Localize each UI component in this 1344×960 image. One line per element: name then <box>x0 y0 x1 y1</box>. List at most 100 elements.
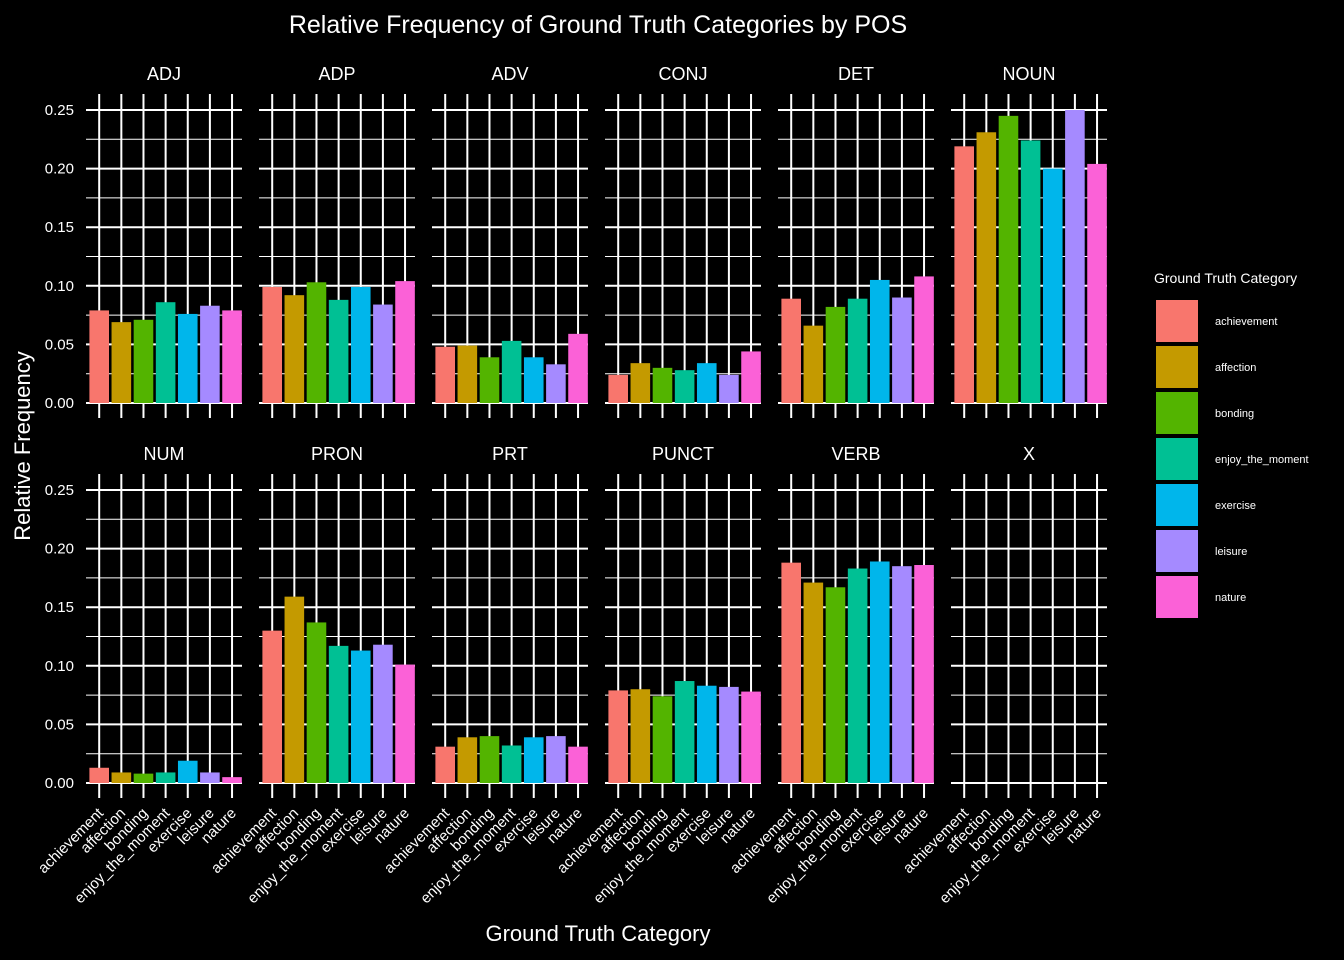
bar-conj-bonding <box>652 367 673 403</box>
bar-num-enjoy_the_moment <box>155 772 176 783</box>
y-tick-label: 0.25 <box>45 102 74 119</box>
bar-adj-nature <box>222 310 242 403</box>
bar-punct-nature <box>741 691 761 783</box>
y-tick-label: 0.10 <box>45 658 74 675</box>
bar-det-affection <box>803 325 824 403</box>
bar-verb-bonding <box>825 587 846 783</box>
chart-title: Relative Frequency of Ground Truth Categ… <box>289 11 907 39</box>
bar-det-bonding <box>825 306 846 403</box>
bar-adv-enjoy_the_moment <box>501 340 522 403</box>
legend-label-bonding: bonding <box>1215 408 1254 420</box>
bar-noun-achievement <box>954 146 974 403</box>
legend-key-bonding <box>1156 392 1198 434</box>
bar-adv-achievement <box>435 346 455 403</box>
bar-punct-leisure <box>719 686 739 783</box>
legend-label-enjoy_the_moment: enjoy_the_moment <box>1215 454 1309 466</box>
bar-conj-enjoy_the_moment <box>674 370 695 403</box>
bar-adv-bonding <box>479 357 500 403</box>
legend-key-achievement <box>1156 300 1198 342</box>
y-tick-label: 0.00 <box>45 775 74 792</box>
bar-pron-bonding <box>306 622 327 783</box>
facet-panel-det: DET <box>778 64 934 418</box>
bar-punct-achievement <box>608 690 628 783</box>
legend-title: Ground Truth Category <box>1154 270 1297 286</box>
bar-pron-affection <box>284 596 305 783</box>
bar-det-exercise <box>869 279 890 403</box>
bar-adv-leisure <box>546 364 566 403</box>
bar-adj-achievement <box>89 310 109 403</box>
facet-panel-punct: PUNCTachievementaffectionbondingenjoy_th… <box>554 444 761 907</box>
facet-label: DET <box>838 64 874 84</box>
bar-num-nature <box>222 777 242 783</box>
bar-noun-exercise <box>1042 168 1063 403</box>
bar-conj-affection <box>630 363 651 403</box>
y-tick-label: 0.00 <box>45 395 74 412</box>
legend-key-exercise <box>1156 484 1198 526</box>
bar-noun-leisure <box>1065 110 1085 403</box>
bar-det-nature <box>914 276 934 403</box>
bar-noun-bonding <box>998 115 1019 404</box>
facet-label: VERB <box>831 444 880 464</box>
y-tick-label: 0.25 <box>45 482 74 499</box>
facet-panel-adv: ADV <box>432 64 588 418</box>
bar-noun-affection <box>976 132 997 403</box>
facet-label: ADV <box>491 64 528 84</box>
legend-label-nature: nature <box>1215 592 1246 604</box>
bar-verb-affection <box>803 582 824 783</box>
x-axis-title: Ground Truth Category <box>485 921 710 946</box>
bar-det-enjoy_the_moment <box>847 298 868 403</box>
bar-adj-affection <box>111 322 132 403</box>
legend-key-leisure <box>1156 530 1198 572</box>
facet-label: PUNCT <box>652 444 714 464</box>
bar-verb-enjoy_the_moment <box>847 568 868 783</box>
bar-prt-exercise <box>523 737 544 783</box>
bar-conj-leisure <box>719 374 739 403</box>
bar-prt-leisure <box>546 736 566 783</box>
bar-conj-nature <box>741 351 761 403</box>
bar-conj-achievement <box>608 374 628 403</box>
legend-key-enjoy_the_moment <box>1156 438 1198 480</box>
y-tick-label: 0.05 <box>45 336 74 353</box>
bar-adv-affection <box>457 345 478 403</box>
y-tick-label: 0.15 <box>45 599 74 616</box>
y-tick-label: 0.10 <box>45 278 74 295</box>
bar-adp-affection <box>284 295 305 403</box>
bar-pron-achievement <box>262 630 282 783</box>
bar-adp-leisure <box>373 304 393 403</box>
facet-label: CONJ <box>659 64 708 84</box>
bar-pron-exercise <box>350 650 371 783</box>
bar-adp-exercise <box>350 286 371 403</box>
facet-panel-adj: ADJ 0.00 0.05 0.10 0.15 0.20 0.25 <box>45 64 242 418</box>
facet-label: PRON <box>311 444 363 464</box>
facet-label: NUM <box>144 444 185 464</box>
facet-panel-pron: PRONachievementaffectionbondingenjoy_the… <box>208 444 415 907</box>
bar-adv-exercise <box>523 357 544 403</box>
bar-prt-nature <box>568 746 588 783</box>
bar-pron-leisure <box>373 644 393 783</box>
bar-num-affection <box>111 772 132 783</box>
legend-label-affection: affection <box>1215 362 1256 374</box>
y-tick-label: 0.15 <box>45 219 74 236</box>
facet-label: PRT <box>492 444 528 464</box>
facet-panel-adp: ADP <box>259 64 415 418</box>
bar-num-leisure <box>200 772 220 783</box>
bar-adp-enjoy_the_moment <box>328 299 349 403</box>
bar-adv-nature <box>568 333 588 403</box>
bar-adj-exercise <box>177 313 198 403</box>
facet-panel-num: NUM0.000.050.100.150.200.25achievementaf… <box>35 444 242 907</box>
legend-key-affection <box>1156 346 1198 388</box>
legend: Ground Truth Category achievement affecti… <box>1154 270 1309 618</box>
y-axis-title: Relative Frequency <box>10 351 35 541</box>
bar-num-bonding <box>133 773 154 783</box>
bar-prt-affection <box>457 737 478 783</box>
bar-verb-achievement <box>781 562 801 783</box>
facet-panels: ADJ 0.00 0.05 0.10 0.15 0.20 0.25 ADP ADV CONJ DET… <box>35 64 1107 907</box>
bar-pron-nature <box>395 664 415 783</box>
bar-noun-nature <box>1087 163 1107 403</box>
y-tick-label: 0.20 <box>45 541 74 558</box>
y-tick-label: 0.20 <box>45 161 74 178</box>
facet-label: NOUN <box>1003 64 1056 84</box>
legend-label-achievement: achievement <box>1215 316 1277 328</box>
y-tick-label: 0.05 <box>45 716 74 733</box>
